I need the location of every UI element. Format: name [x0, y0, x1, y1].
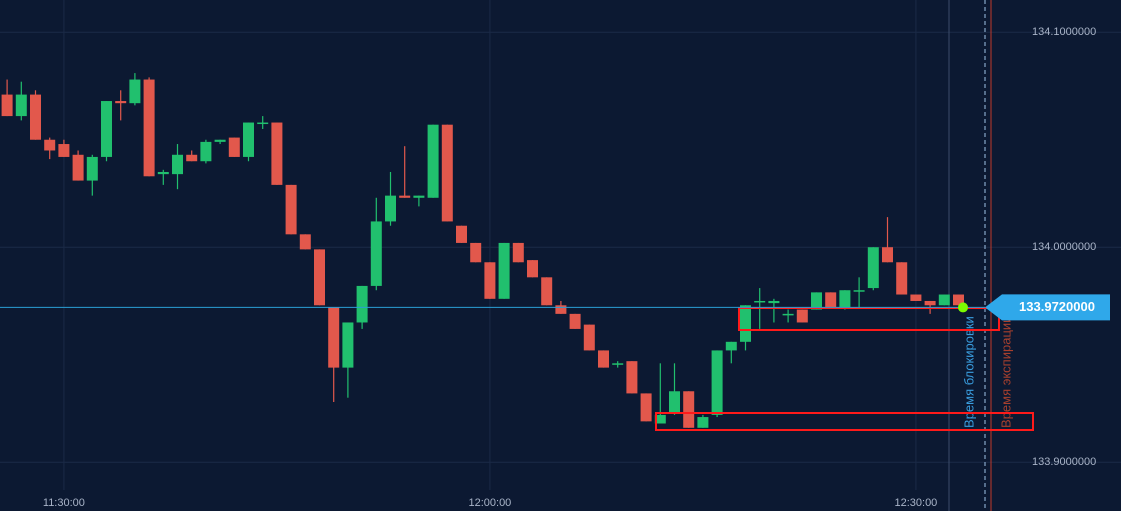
candle-body — [356, 285, 368, 323]
candle-body — [15, 94, 27, 117]
candle-body — [129, 79, 141, 104]
x-tick-label: 12:30:00 — [894, 497, 937, 509]
candle-body — [143, 79, 155, 177]
highlight-box — [655, 412, 1034, 431]
candle-body — [839, 290, 851, 308]
candle-body — [669, 391, 680, 413]
candle-body — [569, 313, 581, 329]
candle-body — [314, 249, 325, 306]
candle-body — [441, 124, 453, 222]
candle-body — [697, 417, 709, 428]
current-point — [958, 302, 968, 313]
price-badge-label: 133.9720000 — [1019, 299, 1095, 314]
candle-body — [796, 309, 808, 323]
candle-body — [654, 414, 666, 424]
candle-body — [1, 94, 13, 117]
candle-body — [612, 363, 624, 365]
candle-body — [527, 260, 538, 278]
candle-body — [228, 137, 240, 157]
candle-body — [470, 242, 482, 263]
candle-body — [86, 156, 98, 181]
candle-body — [271, 122, 283, 185]
candle-body — [683, 391, 695, 428]
candle-body — [626, 361, 638, 394]
candle-body — [456, 225, 467, 243]
candle-body — [541, 277, 553, 306]
candle-body — [938, 294, 950, 306]
candle-body — [640, 393, 652, 422]
candle-body — [484, 262, 496, 299]
candle-body — [186, 154, 198, 162]
candle-body — [299, 234, 311, 250]
y-tick-label: 133.9000000 — [1032, 456, 1096, 468]
candle-body — [896, 262, 908, 295]
candle-body — [853, 290, 865, 292]
candle-body — [768, 300, 780, 304]
candle-body — [867, 247, 879, 289]
candle-body — [44, 139, 56, 151]
candle-body — [101, 101, 112, 157]
candle-body — [413, 195, 425, 198]
candle-body — [157, 171, 169, 175]
candle-body — [825, 292, 837, 308]
candle-body — [754, 300, 766, 303]
candle-body — [58, 144, 70, 157]
candle-body — [285, 184, 297, 235]
price-badge — [985, 294, 1110, 321]
candle-body — [257, 122, 269, 125]
y-tick-label: 134.0000000 — [1032, 241, 1096, 253]
candle-body — [328, 307, 340, 368]
candle-body — [811, 292, 822, 310]
expiration-label: Время экспирации — [998, 316, 1013, 428]
overlay: 133.9720000 — [0, 294, 1110, 321]
candle-body — [200, 141, 212, 162]
lock-label: Время блокировки — [961, 316, 976, 428]
candle-body — [214, 139, 226, 142]
candle-body — [115, 101, 127, 104]
candle-body — [342, 322, 354, 368]
candle-body — [172, 154, 183, 175]
candle-body — [243, 122, 254, 157]
candle-body — [498, 242, 510, 299]
candle-body — [512, 242, 524, 263]
candle-body — [72, 154, 84, 181]
y-tick-label: 134.1000000 — [1032, 26, 1096, 38]
candle-body — [953, 294, 964, 306]
candle-body — [882, 247, 893, 263]
candle-body — [385, 195, 396, 222]
candle-body — [370, 221, 382, 286]
candle-body — [583, 324, 595, 351]
candle-body — [427, 124, 439, 198]
candle-body — [782, 313, 794, 316]
candle-body — [924, 300, 936, 306]
candle-body — [399, 195, 411, 198]
candle-body — [740, 305, 751, 342]
candle-body — [598, 350, 609, 368]
candle-body — [30, 94, 41, 140]
candle-body — [555, 305, 567, 314]
highlight-box — [738, 307, 1000, 331]
candle-body — [725, 341, 737, 351]
x-tick-label: 12:00:00 — [468, 497, 511, 509]
candle-body — [711, 350, 723, 415]
candle-body — [910, 294, 922, 301]
x-tick-label: 11:30:00 — [43, 497, 85, 509]
candles — [1, 73, 964, 428]
